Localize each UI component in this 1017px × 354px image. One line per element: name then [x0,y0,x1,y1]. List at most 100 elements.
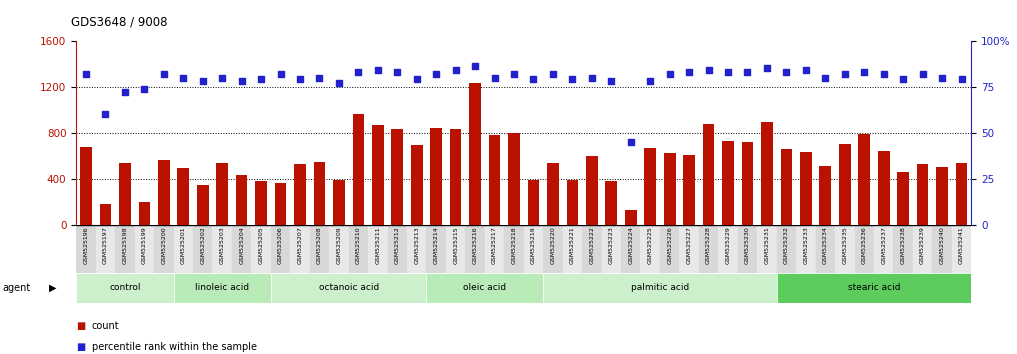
Text: GSM525218: GSM525218 [512,226,517,264]
Bar [800,152,812,225]
Text: GSM525211: GSM525211 [375,226,380,264]
Bar [158,160,170,225]
Bar [76,273,174,303]
Bar [937,167,948,225]
Point [642,78,658,84]
Point [156,71,172,77]
Bar [174,273,271,303]
Text: GSM525196: GSM525196 [83,226,88,264]
Bar [913,225,933,273]
Text: GSM525208: GSM525208 [317,226,322,264]
Text: count: count [92,321,119,331]
Bar [138,202,151,225]
Bar [275,183,287,225]
Bar [197,184,208,225]
Point [390,69,406,75]
Bar [835,225,854,273]
Point [447,67,464,73]
Bar [796,225,816,273]
Bar [718,225,737,273]
Bar [489,135,500,225]
Point [175,75,191,80]
Bar [387,225,407,273]
Bar [392,129,403,225]
Bar [777,225,796,273]
Bar [781,149,792,225]
Bar [134,225,155,273]
Point [311,75,327,80]
Bar [430,128,442,225]
Bar [758,225,777,273]
Bar [294,164,306,225]
Bar [469,83,481,225]
Text: ▶: ▶ [49,282,56,293]
Text: GSM525207: GSM525207 [298,226,302,264]
Text: GSM525232: GSM525232 [784,226,789,264]
Bar [605,181,617,225]
Bar [426,225,445,273]
Text: percentile rank within the sample: percentile rank within the sample [92,342,256,352]
Bar [543,225,562,273]
Bar [699,225,718,273]
Point [117,90,133,95]
Bar [816,225,835,273]
Point [370,67,386,73]
Point [78,71,95,77]
Text: stearic acid: stearic acid [848,283,900,292]
Point [409,76,425,82]
Point [136,86,153,91]
Point [622,139,639,145]
Bar [641,225,660,273]
Bar [349,225,368,273]
Point [797,67,814,73]
Bar [271,225,290,273]
Bar [411,145,423,225]
Text: GSM525201: GSM525201 [181,226,186,264]
Text: control: control [109,283,140,292]
Bar [353,114,364,225]
Text: GSM525236: GSM525236 [861,226,866,264]
Bar [952,225,971,273]
Point [505,71,522,77]
Bar [251,225,271,273]
Text: GSM525206: GSM525206 [278,226,283,264]
Bar [236,175,247,225]
Bar [174,225,193,273]
Bar [177,169,189,225]
Bar [466,225,485,273]
Text: GSM525203: GSM525203 [220,226,225,264]
Point [701,67,717,73]
Bar [100,204,111,225]
Bar [119,162,131,225]
Point [350,69,366,75]
Text: GSM525222: GSM525222 [589,226,594,264]
Bar [524,225,543,273]
Point [98,112,114,117]
Text: ■: ■ [76,342,85,352]
Point [603,78,619,84]
Text: GSM525229: GSM525229 [725,226,730,264]
Text: GSM525230: GSM525230 [745,226,750,264]
Point [467,64,483,69]
Text: GSM525225: GSM525225 [648,226,653,264]
Bar [722,141,734,225]
Bar [624,210,637,225]
Bar [664,154,675,225]
Bar [508,133,520,225]
Bar [703,124,714,225]
Point [253,76,270,82]
Bar [761,122,773,225]
Text: GSM525233: GSM525233 [803,226,809,264]
Bar [445,225,466,273]
Text: GSM525241: GSM525241 [959,226,964,264]
Bar [155,225,174,273]
Text: ■: ■ [76,321,85,331]
Point [837,71,853,77]
Bar [543,273,777,303]
Bar [737,225,758,273]
Text: linoleic acid: linoleic acid [195,283,249,292]
Text: GSM525223: GSM525223 [609,226,614,264]
Bar [586,156,598,225]
Bar [645,148,656,225]
Point [526,76,542,82]
